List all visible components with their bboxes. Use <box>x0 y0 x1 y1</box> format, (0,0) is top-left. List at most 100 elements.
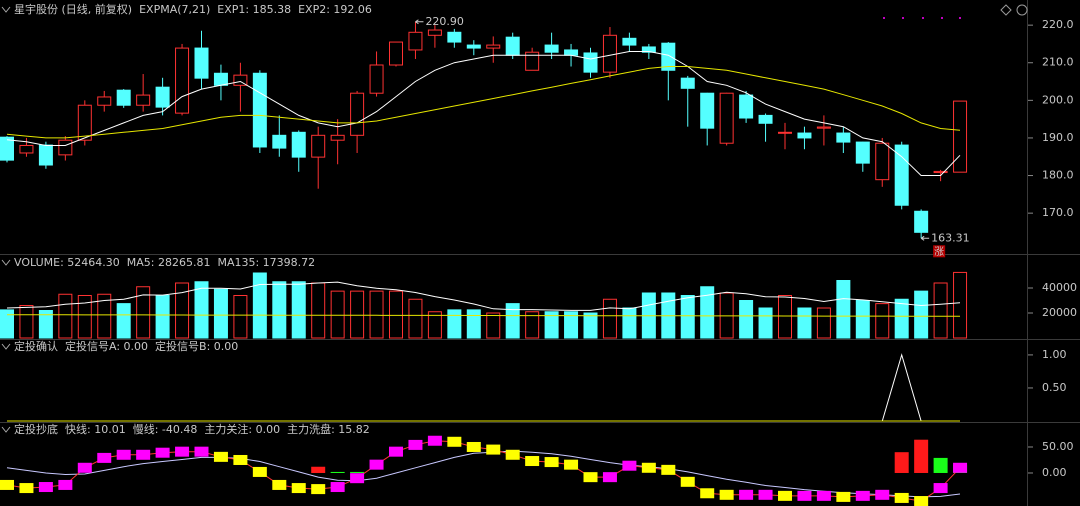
fast-block <box>622 460 637 471</box>
volume-bar <box>155 295 170 339</box>
candle-body <box>544 44 559 53</box>
volume-bar <box>758 307 773 339</box>
legend-label: 慢线: -40.48 <box>133 422 198 436</box>
y-tick-label: 40000 <box>1042 281 1077 294</box>
volume-bar <box>583 312 598 339</box>
fast-block <box>739 489 754 500</box>
legend-label: 快线: 10.01 <box>65 422 126 436</box>
fast-block <box>661 464 676 475</box>
volume-bar <box>350 290 365 339</box>
volume-bar <box>291 281 306 339</box>
annotation-arrow <box>920 235 930 241</box>
max-label: 220.90 <box>425 15 464 28</box>
volume-bar <box>564 311 579 339</box>
fast-block <box>0 479 14 490</box>
fast-block <box>38 482 53 493</box>
flow-bar <box>914 439 929 473</box>
fast-block <box>291 483 306 494</box>
candle-body <box>933 170 948 174</box>
y-tick-label: 200.0 <box>1042 93 1074 106</box>
fast-block <box>602 472 617 483</box>
legend-label: MA5: 28265.81 <box>127 256 211 269</box>
circle-icon[interactable] <box>1016 4 1028 16</box>
legend-label: 定投确认 <box>14 339 58 353</box>
fast-block <box>311 484 326 495</box>
volume-bar <box>427 311 442 339</box>
candle-body <box>661 42 676 71</box>
volume-bar <box>875 303 890 339</box>
volume-bar <box>739 300 754 339</box>
min-label: 163.31 <box>931 231 970 244</box>
candle-body <box>369 64 384 94</box>
candle-body <box>389 41 403 66</box>
fast-block <box>447 436 462 447</box>
fast-block <box>797 490 812 501</box>
y-tick-label: 20000 <box>1042 306 1077 319</box>
volume-bar <box>622 307 637 339</box>
candle-body <box>213 72 228 86</box>
candle-body <box>505 36 520 56</box>
volume-bar <box>252 272 267 339</box>
fast-block <box>953 462 968 473</box>
candle-body <box>175 47 190 114</box>
collapse-icon <box>1 426 11 433</box>
y-tick-label: 220.0 <box>1042 18 1074 31</box>
volume-bar <box>58 293 73 339</box>
flow-bar <box>894 452 909 473</box>
volume-bar <box>933 282 948 339</box>
volume-bar <box>213 288 228 339</box>
fast-block <box>641 462 656 473</box>
candle-body <box>136 94 151 106</box>
fast-block <box>58 479 73 490</box>
flow-bar <box>311 466 326 473</box>
candle-body <box>894 144 909 206</box>
volume-bar <box>466 309 481 339</box>
legend-label: MA135: 17398.72 <box>217 256 315 269</box>
y-tick-label: 170.0 <box>1042 206 1074 219</box>
candle-body <box>0 136 14 161</box>
volume-bar <box>602 298 617 339</box>
fast-block <box>875 489 890 500</box>
legend-label: 主力关注: 0.00 <box>204 422 280 436</box>
candle-body <box>680 77 695 89</box>
y-tick-label: 0.00 <box>1042 466 1067 479</box>
y-tick-label: 1.00 <box>1042 348 1067 361</box>
flow-bar <box>350 471 365 473</box>
volume-bar <box>136 286 151 339</box>
candle-body <box>38 144 53 166</box>
fast-block <box>778 490 792 501</box>
flow-bar <box>330 471 345 473</box>
candle-body <box>466 44 481 49</box>
legend-label: 主力洗盘: 15.82 <box>287 422 370 436</box>
candle-body <box>58 139 73 156</box>
candle-body <box>19 144 34 154</box>
y-tick-label: 210.0 <box>1042 56 1074 69</box>
legend-label: VOLUME: 52464.30 <box>14 256 120 269</box>
volume-bar <box>525 311 540 339</box>
ema-line <box>6 66 961 139</box>
fast-block <box>272 479 287 490</box>
volume-bar <box>700 286 715 339</box>
fast-block <box>836 491 851 502</box>
volume-bar <box>953 271 968 339</box>
candle-body <box>602 34 617 73</box>
fast-block <box>855 490 870 501</box>
candle-body <box>97 96 112 106</box>
y-tick-label: 180.0 <box>1042 169 1074 182</box>
candle-body <box>252 72 267 148</box>
volume-bar <box>116 303 131 339</box>
legend-label: 星宇股份 (日线, 前复权) <box>14 2 132 16</box>
fast-block <box>816 490 831 501</box>
fast-block <box>175 446 190 457</box>
y-tick-label: 0.50 <box>1042 381 1067 394</box>
fast-block <box>408 439 423 450</box>
volume-bar <box>19 305 34 339</box>
candle-body <box>622 37 637 46</box>
tag: 涨 <box>934 246 944 258</box>
legend-label: 定投信号A: 0.00 <box>65 339 148 353</box>
diamond-icon[interactable] <box>1000 4 1012 16</box>
candle-body <box>700 92 715 129</box>
legend-label: EXPMA(7,21) <box>139 3 210 16</box>
